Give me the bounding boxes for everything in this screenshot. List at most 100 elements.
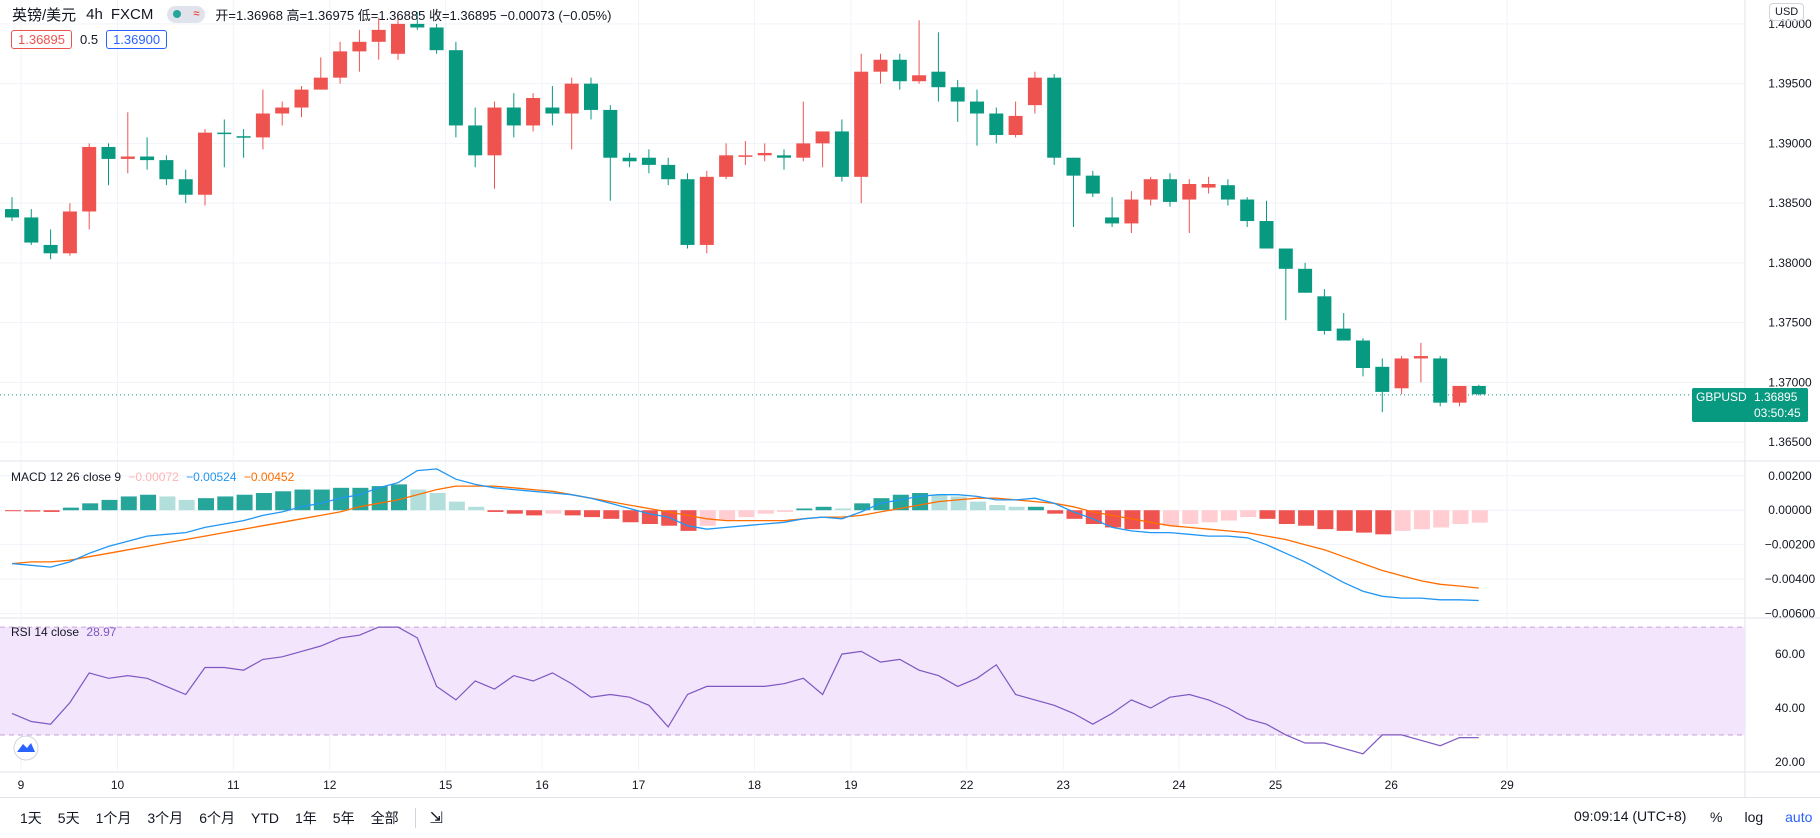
candle-body bbox=[120, 156, 135, 159]
macd-histogram-bar bbox=[1201, 510, 1218, 523]
x-tick-label: 19 bbox=[844, 778, 858, 792]
sell-price-button[interactable]: 1.36895 bbox=[11, 30, 72, 49]
candle-body bbox=[82, 146, 97, 212]
macd-histogram-bar bbox=[62, 507, 79, 511]
candle-body bbox=[140, 156, 155, 161]
macd-legend[interactable]: MACD 12 26 close 9 −0.00072 −0.00524 −0.… bbox=[11, 470, 298, 484]
range-6m[interactable]: 6个月 bbox=[199, 810, 235, 826]
candle bbox=[101, 143, 116, 186]
candle bbox=[1356, 338, 1370, 377]
currency-button[interactable]: USD bbox=[1769, 3, 1805, 21]
candle bbox=[931, 32, 946, 102]
macd-histogram-bar bbox=[275, 491, 292, 511]
chart-canvas[interactable]: 9 10 11 12 15 16 17 18 19 22 23 24 25 26 29 1.36500 1.37… bbox=[0, 0, 1820, 797]
range-all[interactable]: 全部 bbox=[370, 810, 399, 826]
macd-histogram-bar bbox=[738, 510, 755, 518]
candle bbox=[545, 86, 560, 126]
candle bbox=[641, 149, 656, 174]
auto-scale-button[interactable]: auto bbox=[1785, 809, 1813, 825]
candle-body bbox=[1201, 184, 1216, 188]
macd-histogram-bar bbox=[1278, 510, 1295, 524]
macd-histogram-bar bbox=[815, 506, 832, 511]
range-ytd[interactable]: YTD bbox=[250, 810, 279, 826]
percent-scale-button[interactable]: % bbox=[1710, 809, 1723, 825]
candle-body bbox=[854, 71, 869, 177]
macd-histogram-bar bbox=[487, 510, 504, 512]
candle-body bbox=[1433, 358, 1448, 403]
rsi-legend[interactable]: RSI 14 close 28.97 bbox=[11, 625, 120, 639]
x-tick-label: 17 bbox=[632, 778, 646, 792]
range-1d[interactable]: 1天 bbox=[20, 810, 42, 826]
candle-body bbox=[1047, 77, 1062, 158]
candle-body bbox=[1298, 268, 1313, 293]
candle bbox=[1413, 342, 1428, 383]
candle bbox=[487, 101, 502, 189]
macd-histogram-bar bbox=[1394, 510, 1411, 531]
x-tick-label: 9 bbox=[18, 778, 25, 792]
status-pill[interactable]: ≈ bbox=[167, 5, 206, 23]
price-tick-label: 1.36500 bbox=[1768, 435, 1812, 449]
candle-body bbox=[1413, 356, 1428, 359]
candle bbox=[526, 93, 541, 132]
candle bbox=[333, 41, 348, 84]
candle bbox=[584, 77, 598, 120]
candle bbox=[892, 53, 907, 90]
range-1m[interactable]: 1个月 bbox=[95, 810, 132, 826]
candle-body bbox=[603, 109, 618, 158]
rsi-tick-label: 40.00 bbox=[1775, 701, 1805, 715]
candle bbox=[178, 169, 193, 204]
candle-body bbox=[834, 131, 849, 177]
range-3m[interactable]: 3个月 bbox=[147, 810, 184, 826]
candle bbox=[391, 17, 405, 60]
log-scale-button[interactable]: log bbox=[1744, 809, 1764, 825]
candle-body bbox=[487, 107, 502, 156]
candle-body bbox=[873, 59, 888, 72]
candle bbox=[275, 101, 290, 126]
candle bbox=[120, 112, 135, 174]
macd-histogram-bar bbox=[1259, 510, 1276, 519]
candle-body bbox=[1085, 175, 1100, 194]
candle-body bbox=[352, 41, 367, 52]
candle-body bbox=[1240, 199, 1255, 222]
candle bbox=[950, 80, 965, 122]
clock-display[interactable]: 09:09:14 (UTC+8) bbox=[1574, 808, 1687, 824]
timeframe[interactable]: 4h bbox=[86, 5, 103, 23]
calendar-range-icon[interactable]: ⇲ bbox=[429, 810, 443, 827]
range-1y[interactable]: 1年 bbox=[294, 810, 317, 826]
candle-body bbox=[719, 155, 734, 177]
macd-histogram-bar bbox=[120, 496, 137, 511]
macd-histogram-bar bbox=[198, 498, 214, 511]
range-5d[interactable]: 5天 bbox=[57, 810, 80, 826]
rsi-tick-label: 60.00 bbox=[1775, 647, 1805, 661]
candle-body bbox=[371, 29, 386, 42]
candle bbox=[62, 203, 77, 256]
candle bbox=[1008, 101, 1023, 138]
candle-body bbox=[255, 113, 270, 138]
range-5y[interactable]: 5年 bbox=[332, 810, 355, 826]
candle bbox=[1201, 176, 1216, 194]
x-tick-label: 12 bbox=[323, 778, 337, 792]
macd-histogram-bar bbox=[1471, 510, 1488, 523]
macd-histogram-bar bbox=[333, 487, 350, 511]
macd-histogram-bar bbox=[719, 510, 736, 521]
x-tick-label: 29 bbox=[1500, 778, 1514, 792]
buy-price-button[interactable]: 1.36900 bbox=[106, 30, 168, 49]
candle bbox=[1085, 170, 1100, 198]
macd-histogram-bar bbox=[680, 510, 697, 531]
candle-body bbox=[1336, 328, 1351, 341]
macd-histogram-bar bbox=[777, 510, 793, 512]
candle bbox=[603, 105, 618, 201]
candle-body bbox=[970, 101, 984, 114]
market-open-icon bbox=[173, 10, 182, 18]
candle-body bbox=[62, 211, 77, 254]
candle bbox=[757, 143, 772, 162]
macd-histogram-bar bbox=[757, 510, 774, 514]
scale-buttons: % log auto ⚙ bbox=[1710, 807, 1820, 827]
symbol-name[interactable]: 英镑/美元 bbox=[12, 6, 77, 24]
candle bbox=[1298, 262, 1313, 293]
macd-tick-label: −0.00200 bbox=[1765, 538, 1816, 552]
candle-body bbox=[1220, 185, 1235, 200]
candle-body bbox=[1124, 199, 1139, 224]
candle bbox=[815, 131, 830, 168]
data-source: FXCM bbox=[110, 5, 154, 23]
